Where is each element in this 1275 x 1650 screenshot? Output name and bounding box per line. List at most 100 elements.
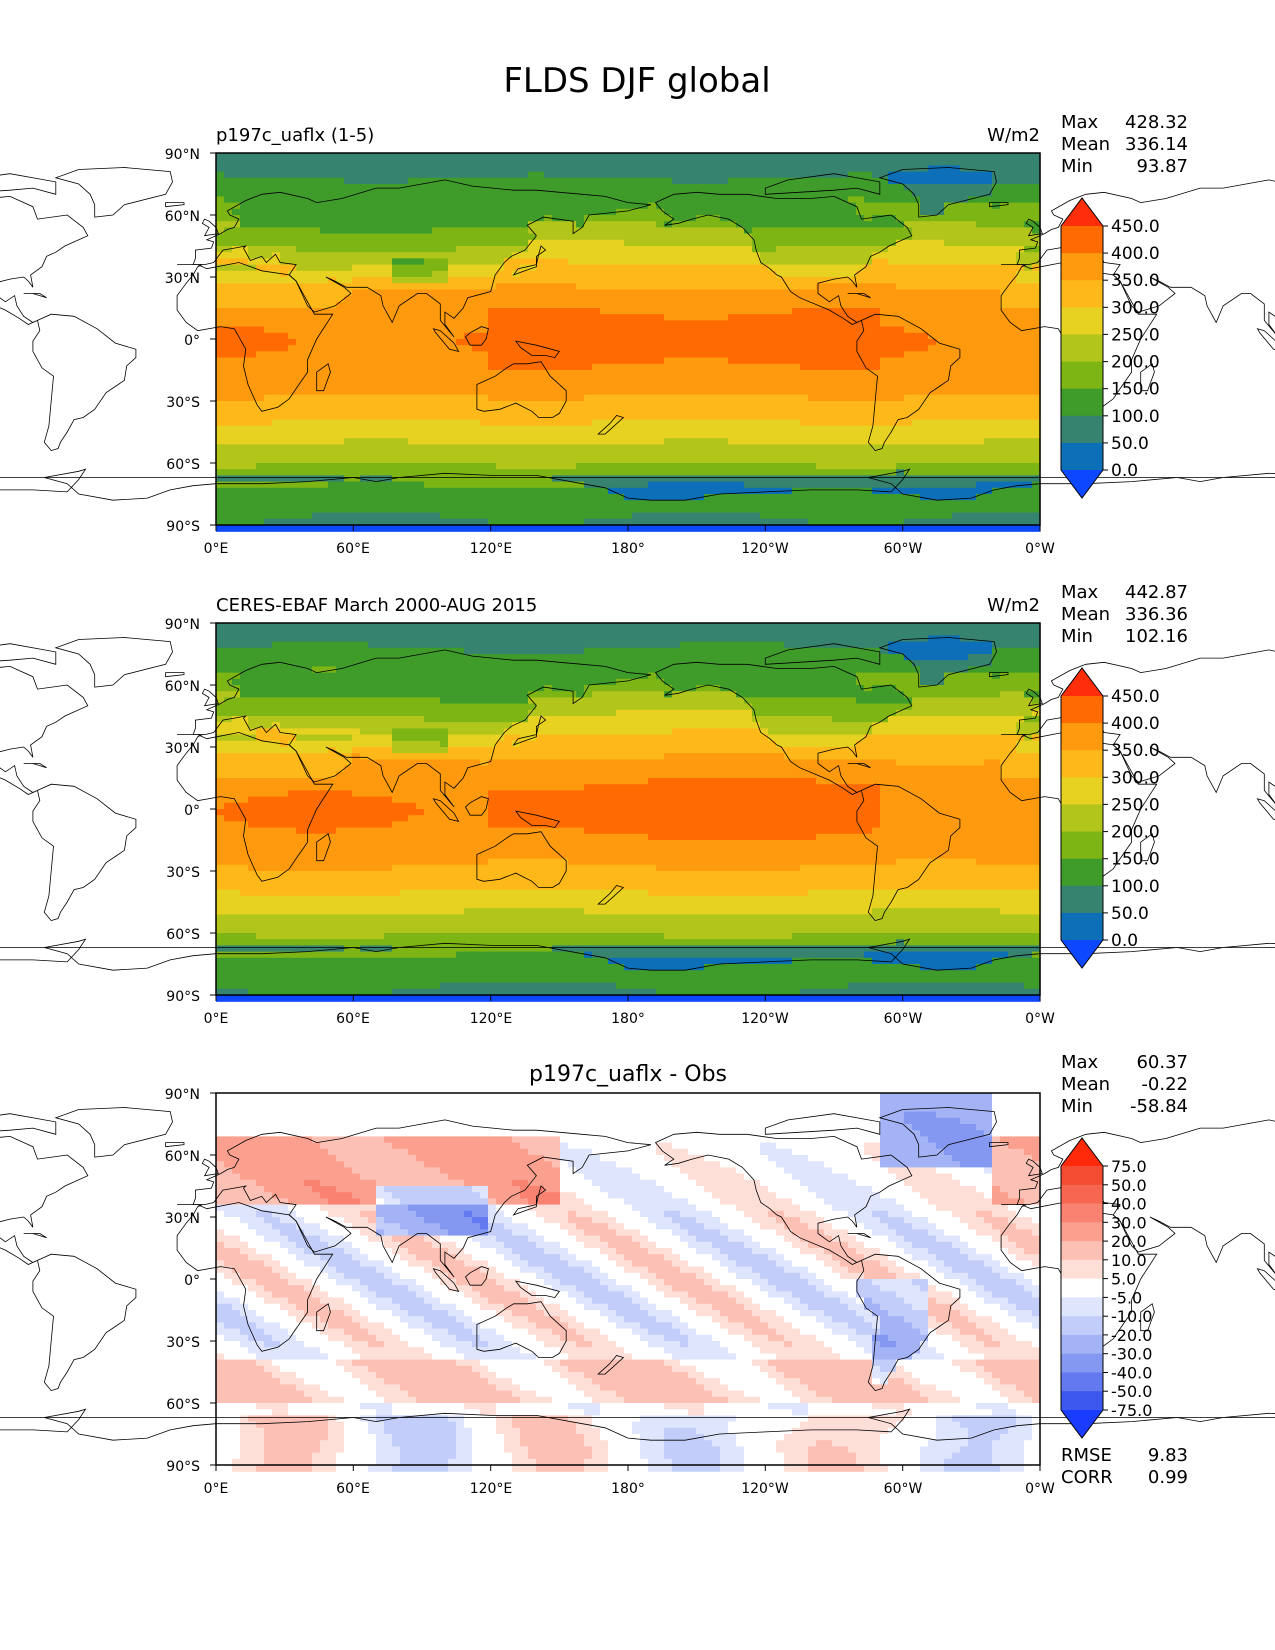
- map-cell: [352, 301, 361, 309]
- map-cell: [784, 252, 793, 259]
- map-cell: [656, 345, 665, 352]
- map-cell: [224, 357, 233, 365]
- map-cell: [392, 444, 401, 452]
- map-cell: [440, 438, 449, 445]
- map-cell: [776, 382, 785, 390]
- map-cell: [664, 258, 673, 266]
- map-cell: [312, 295, 321, 303]
- map-cell: [1000, 351, 1009, 359]
- map-cell: [752, 401, 761, 408]
- map-cell: [616, 196, 625, 204]
- map-cell: [752, 308, 761, 315]
- map-cell: [576, 159, 585, 166]
- map-cell: [576, 252, 585, 259]
- map-cell: [848, 407, 857, 414]
- map-cell: [464, 332, 473, 340]
- map-cell: [624, 239, 633, 247]
- map-cell: [720, 301, 729, 309]
- map-cell: [392, 190, 401, 197]
- map-cell: [272, 208, 281, 216]
- map-cell: [680, 370, 689, 377]
- map-cell: [392, 326, 401, 334]
- map-cell: [488, 401, 497, 408]
- map-cell: [1008, 314, 1017, 321]
- map-cell: [904, 270, 913, 278]
- map-cell: [368, 239, 377, 247]
- map-cell: [928, 233, 937, 241]
- map-cell: [992, 339, 1001, 346]
- map-cell: [224, 277, 233, 284]
- map-cell: [784, 159, 793, 166]
- map-cell: [424, 432, 433, 439]
- map-cell: [248, 425, 257, 433]
- map-cell: [448, 339, 457, 346]
- map-cell: [696, 376, 705, 383]
- map-cell: [512, 351, 521, 359]
- map-cell: [368, 165, 377, 173]
- map-cell: [1032, 215, 1041, 222]
- map-cell: [528, 444, 537, 452]
- map-cell: [840, 394, 849, 402]
- map-cell: [736, 184, 745, 191]
- map-cell: [584, 239, 593, 247]
- map-cell: [744, 351, 753, 359]
- map-cell: [760, 165, 769, 173]
- map-cell: [352, 394, 361, 402]
- map-cell: [656, 246, 665, 253]
- map-cell: [952, 270, 961, 278]
- map-cell: [624, 227, 633, 235]
- map-cell: [568, 394, 577, 402]
- map-cell: [496, 314, 505, 321]
- map-cell: [920, 401, 929, 408]
- map-cell: [368, 332, 377, 340]
- map-cell: [288, 394, 297, 402]
- map-cell: [688, 320, 697, 328]
- map-cell: [384, 270, 393, 278]
- map-cell: [416, 388, 425, 396]
- map-cell: [288, 202, 297, 210]
- map-cell: [1000, 246, 1009, 253]
- map-cell: [216, 425, 225, 433]
- map-cell: [888, 295, 897, 303]
- map-cell: [624, 270, 633, 278]
- map-cell: [488, 301, 497, 309]
- map-cell: [1008, 283, 1017, 290]
- map-cell: [552, 295, 561, 303]
- map-cell: [904, 308, 913, 315]
- map-cell: [584, 196, 593, 204]
- map-cell: [272, 264, 281, 272]
- map-cell: [632, 295, 641, 303]
- map-cell: [304, 177, 313, 185]
- map-cell: [656, 277, 665, 284]
- map-cell: [504, 153, 513, 160]
- map-cell: [360, 246, 369, 253]
- map-cell: [416, 277, 425, 284]
- map-cell: [608, 277, 617, 284]
- map-cell: [856, 432, 865, 439]
- map-cell: [512, 407, 521, 414]
- map-cell: [888, 239, 897, 247]
- map-cell: [840, 382, 849, 390]
- map-cell: [840, 326, 849, 334]
- map-cell: [544, 339, 553, 346]
- map-cell: [640, 221, 649, 228]
- map-cell: [672, 215, 681, 222]
- map-cell: [816, 339, 825, 346]
- map-cell: [1008, 215, 1017, 222]
- map-cell: [432, 283, 441, 290]
- map-cell: [488, 370, 497, 377]
- map-cell: [1008, 401, 1017, 408]
- map-cell: [1024, 196, 1033, 204]
- map-cell: [968, 419, 977, 427]
- map-cell: [416, 376, 425, 383]
- map-cell: [648, 413, 657, 421]
- map-cell: [1032, 301, 1041, 309]
- map-cell: [296, 314, 305, 321]
- map-cell: [992, 388, 1001, 396]
- map-cell: [376, 252, 385, 259]
- map-cell: [560, 320, 569, 328]
- map-cell: [568, 326, 577, 334]
- map-cell: [984, 215, 993, 222]
- map-cell: [680, 351, 689, 359]
- map-cell: [256, 345, 265, 352]
